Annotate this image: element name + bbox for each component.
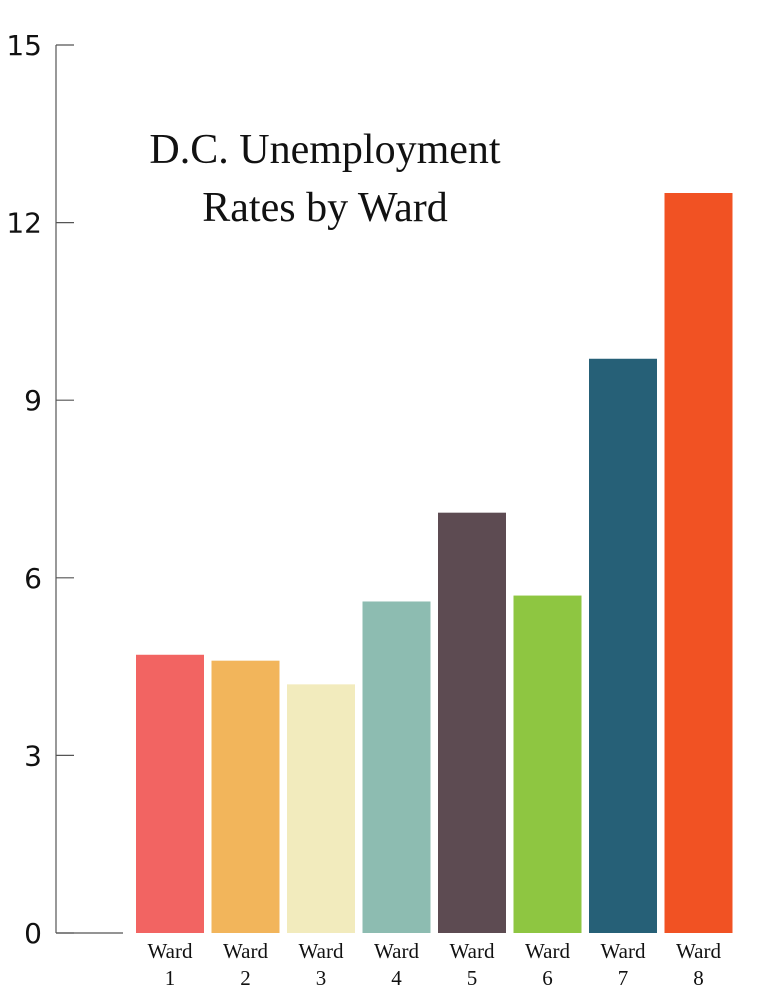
y-tick-label: 0	[24, 917, 42, 950]
x-tick-label: Ward	[299, 939, 344, 963]
x-tick-label: 7	[618, 966, 629, 990]
bar	[589, 358, 657, 933]
bar	[362, 601, 431, 933]
y-tick-label: 15	[6, 29, 42, 62]
x-tick-label: 3	[316, 966, 327, 990]
x-tick-label: Ward	[374, 939, 419, 963]
x-tick-label: 6	[542, 966, 553, 990]
x-tick-label: 5	[467, 966, 478, 990]
bar	[136, 654, 204, 933]
bar	[211, 660, 280, 933]
x-tick-label: Ward	[525, 939, 570, 963]
y-tick-label: 12	[6, 207, 42, 240]
bar	[287, 684, 355, 933]
chart-title: D.C. Unemployment Rates by Ward	[149, 127, 500, 231]
x-tick-label: Ward	[223, 939, 268, 963]
x-tick-label: 1	[165, 966, 176, 990]
x-tick-label: 2	[240, 966, 251, 990]
x-tick-label: Ward	[450, 939, 495, 963]
x-tick-label: 4	[391, 966, 402, 990]
chart-title-line: D.C. Unemployment	[149, 127, 500, 173]
chart-title-line: Rates by Ward	[202, 185, 447, 231]
y-axis-ticks: 0 3 6 9 12 15	[6, 29, 74, 950]
x-tick-label: Ward	[148, 939, 193, 963]
bars	[136, 193, 733, 933]
y-tick-label: 6	[24, 562, 42, 595]
x-tick-label: 8	[693, 966, 704, 990]
bar	[438, 512, 506, 933]
x-tick-label: Ward	[676, 939, 721, 963]
x-axis-labels: Ward 1 Ward 2 Ward 3 Ward 4 Ward 5 Ward 6 Ward 7 Ward 8	[148, 939, 722, 990]
x-tick-label: Ward	[601, 939, 646, 963]
y-tick-label: 3	[24, 739, 42, 772]
y-tick-label: 9	[24, 384, 42, 417]
bar	[513, 595, 582, 933]
bar	[664, 193, 733, 933]
